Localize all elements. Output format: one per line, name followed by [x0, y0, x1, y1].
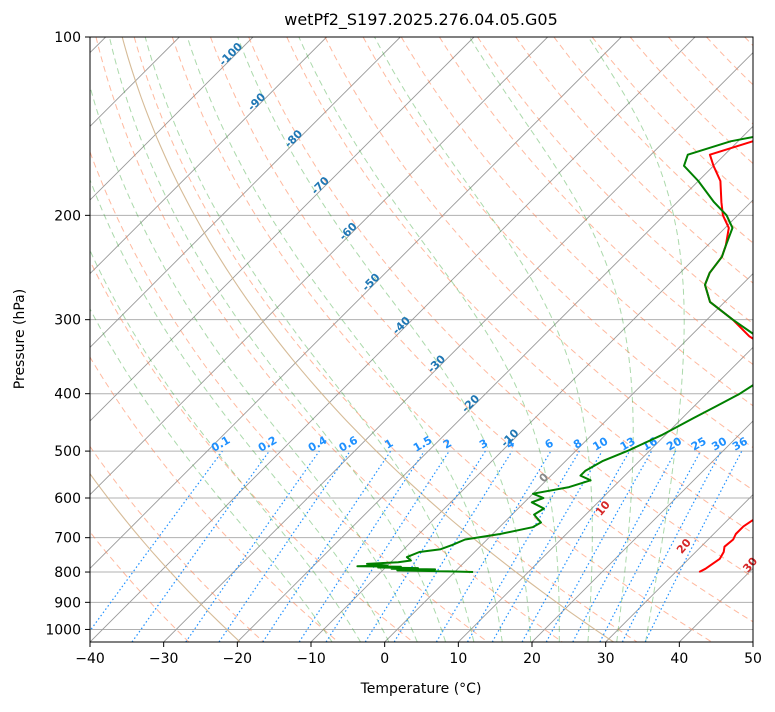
y-tick-label: 200 — [54, 208, 81, 224]
x-axis-label: Temperature (°C) — [360, 681, 482, 697]
y-tick-label: 400 — [54, 387, 81, 403]
y-tick-label: 1000 — [45, 622, 81, 638]
x-tick-label: 50 — [744, 651, 762, 667]
chart-title: wetPf2_S197.2025.276.04.05.G05 — [284, 10, 558, 30]
y-tick-label: 500 — [54, 444, 81, 460]
x-tick-label: 40 — [670, 651, 688, 667]
y-tick-label: 900 — [54, 595, 81, 611]
y-tick-label: 100 — [54, 30, 81, 46]
y-tick-label: 300 — [54, 313, 81, 329]
x-tick-label: −30 — [149, 651, 179, 667]
x-tick-label: 10 — [449, 651, 467, 667]
x-tick-label: −10 — [296, 651, 326, 667]
x-tick-label: −20 — [223, 651, 253, 667]
x-tick-label: 30 — [597, 651, 615, 667]
y-tick-label: 600 — [54, 491, 81, 507]
y-tick-label: 700 — [54, 531, 81, 547]
x-tick-label: −40 — [75, 651, 105, 667]
y-axis-label: Pressure (hPa) — [12, 289, 28, 389]
x-tick-label: 20 — [523, 651, 541, 667]
y-tick-label: 800 — [54, 565, 81, 581]
x-tick-label: 0 — [380, 651, 389, 667]
